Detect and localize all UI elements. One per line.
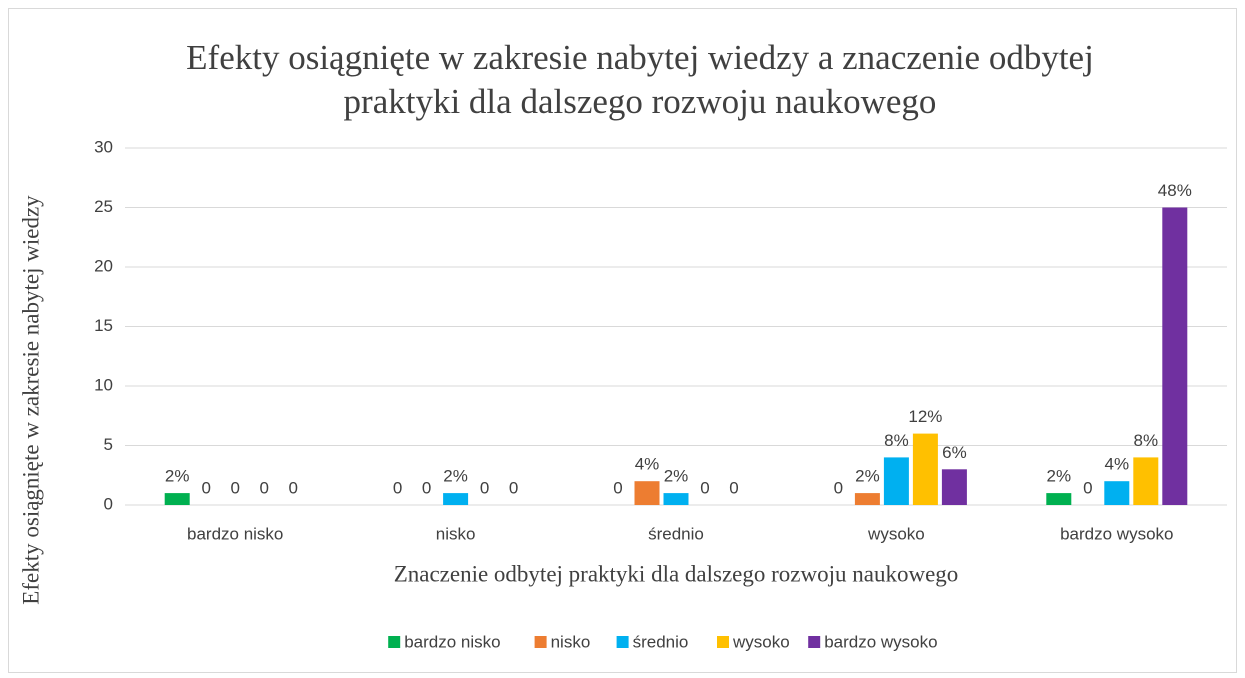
y-tick-label: 20 xyxy=(94,256,113,275)
bar xyxy=(663,493,689,505)
bar xyxy=(634,481,660,505)
y-tick-label: 30 xyxy=(94,137,113,156)
data-label: 2% xyxy=(664,467,689,486)
x-tick-label: średnio xyxy=(648,524,704,543)
bar xyxy=(1133,457,1159,505)
data-label: 0 xyxy=(613,478,622,497)
data-label: 0 xyxy=(393,478,402,497)
legend-label: średnio xyxy=(633,632,689,651)
data-label: 12% xyxy=(908,407,942,426)
x-tick-label: bardzo wysoko xyxy=(1060,524,1173,543)
y-tick-label: 0 xyxy=(104,494,113,513)
y-tick-label: 15 xyxy=(94,316,113,335)
data-label: 0 xyxy=(729,478,738,497)
legend-label: nisko xyxy=(551,632,591,651)
legend-label: bardzo nisko xyxy=(404,632,500,651)
data-label: 4% xyxy=(1105,455,1130,474)
y-tick-label: 10 xyxy=(94,375,113,394)
legend-swatch xyxy=(717,636,729,648)
bar xyxy=(1104,481,1130,505)
data-label: 0 xyxy=(700,478,709,497)
data-label: 4% xyxy=(635,455,660,474)
bar xyxy=(854,493,880,505)
y-axis-label: Efekty osiągnięte w zakresie nabytej wie… xyxy=(18,195,43,605)
y-tick-label: 25 xyxy=(94,197,113,216)
data-label: 48% xyxy=(1158,181,1192,200)
data-label: 0 xyxy=(509,478,518,497)
bar xyxy=(1046,493,1072,505)
x-tick-label: wysoko xyxy=(867,524,925,543)
data-label: 0 xyxy=(480,478,489,497)
data-label: 0 xyxy=(201,478,210,497)
bar xyxy=(164,493,190,505)
bar xyxy=(1162,207,1188,505)
legend-swatch xyxy=(616,636,629,648)
x-tick-label: nisko xyxy=(436,524,476,543)
data-label: 0 xyxy=(259,478,268,497)
legend-swatch xyxy=(534,636,547,648)
x-tick-label: bardzo nisko xyxy=(187,524,283,543)
bar xyxy=(941,469,967,505)
y-tick-label: 5 xyxy=(104,435,113,454)
x-axis-label: Znaczenie odbytej praktyki dla dalszego … xyxy=(394,561,959,586)
data-label: 0 xyxy=(1083,478,1092,497)
legend-label: wysoko xyxy=(732,632,790,651)
data-label: 0 xyxy=(834,478,843,497)
data-label: 8% xyxy=(884,431,909,450)
data-label: 8% xyxy=(1134,431,1159,450)
legend-swatch xyxy=(388,636,401,648)
data-label: 2% xyxy=(165,467,190,486)
bar xyxy=(912,433,938,505)
data-label: 2% xyxy=(443,467,468,486)
data-label: 0 xyxy=(288,478,297,497)
data-label: 2% xyxy=(855,467,880,486)
bar xyxy=(443,493,469,505)
data-label: 0 xyxy=(422,478,431,497)
legend-label: bardzo wysoko xyxy=(824,632,937,651)
bar xyxy=(883,457,909,505)
chart-title: Efekty osiągnięte w zakresie nabytej wie… xyxy=(186,38,1094,121)
data-label: 2% xyxy=(1047,467,1072,486)
data-label: 0 xyxy=(230,478,239,497)
legend-swatch xyxy=(808,636,821,648)
data-label: 6% xyxy=(942,443,967,462)
